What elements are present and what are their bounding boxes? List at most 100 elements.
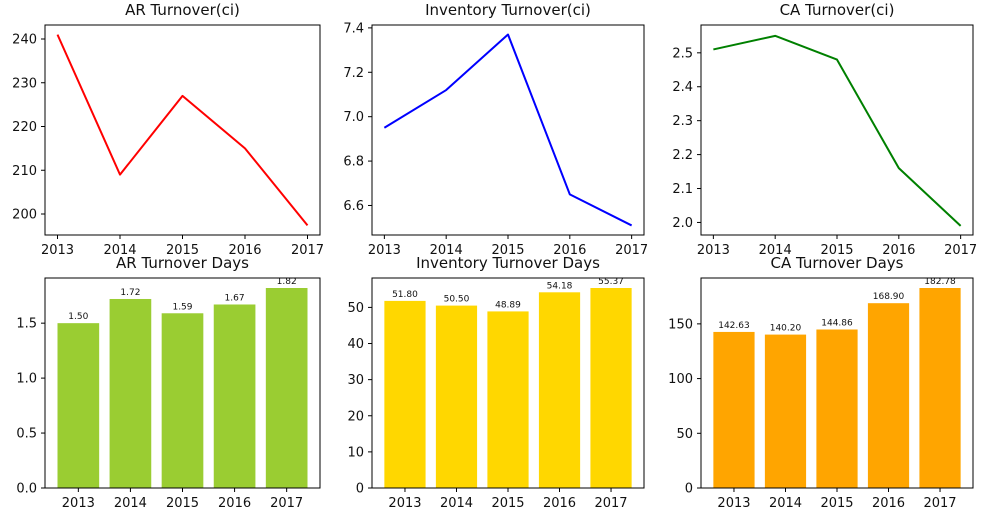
bar <box>538 292 581 488</box>
bar-value-label: 1.82 <box>277 277 297 287</box>
x-tick-label: 2013 <box>697 243 730 258</box>
bar-value-label: 1.59 <box>172 302 192 312</box>
chart-title: AR Turnover Days <box>116 254 249 272</box>
bar-value-label: 54.18 <box>547 281 573 291</box>
x-tick-label: 2013 <box>41 243 74 258</box>
chart-inventory-turnover-ci: Inventory Turnover(ci) 6.6 6.8 7.0 7.2 7.4 201… <box>343 1 648 258</box>
x-tick-label: 2017 <box>923 496 956 511</box>
chart-title: Inventory Turnover Days <box>416 254 600 272</box>
y-tick-label: 200 <box>12 208 37 223</box>
x-tick-label: 2014 <box>103 243 136 258</box>
y-tick-label: 6.6 <box>343 199 364 214</box>
y-tick-label: 7.0 <box>343 110 364 125</box>
x-tick-label: 2017 <box>615 243 648 258</box>
plot-border <box>371 24 645 236</box>
x-tick-label: 2015 <box>166 496 199 511</box>
bar <box>109 298 152 488</box>
bar <box>435 305 478 488</box>
y-tick-label: 220 <box>12 120 37 135</box>
bar <box>764 334 807 488</box>
y-tick-label: 30 <box>347 373 364 388</box>
bar-value-label: 182.78 <box>924 277 956 287</box>
bar <box>713 331 755 488</box>
chart-ar-turnover-ci: AR Turnover(ci) 200 210 220 230 240 2013 2014 20… <box>12 1 324 258</box>
y-tick-label: 10 <box>347 445 364 460</box>
y-tick-label: 7.4 <box>343 21 364 36</box>
y-tick-label: 20 <box>347 409 364 424</box>
chart-title: Inventory Turnover(ci) <box>425 1 591 19</box>
bar-value-label: 48.89 <box>495 300 521 310</box>
y-tick-label: 240 <box>12 33 37 48</box>
bar-value-label: 1.67 <box>225 293 245 303</box>
bar <box>590 288 632 488</box>
x-tick-label: 2014 <box>430 243 463 258</box>
chart-title: CA Turnover Days <box>771 254 904 272</box>
x-tick-label: 2014 <box>440 496 473 511</box>
chart-inventory-turnover-days: Inventory Turnover Days 51.80 50.50 48.89 54… <box>347 254 645 511</box>
bar-value-label: 140.20 <box>770 324 802 334</box>
y-tick-label: 0 <box>685 482 693 497</box>
y-tick-label: 40 <box>347 337 364 352</box>
plot-border <box>44 24 321 236</box>
y-tick-label: 7.2 <box>343 66 364 81</box>
x-tick-label: 2013 <box>717 496 750 511</box>
bar <box>213 304 256 488</box>
x-tick-label: 2015 <box>820 243 853 258</box>
x-tick-label: 2017 <box>270 496 303 511</box>
bar-value-label: 51.80 <box>392 290 418 300</box>
x-tick-label: 2016 <box>553 243 586 258</box>
bar <box>487 311 529 488</box>
y-tick-label: 2.5 <box>672 46 693 61</box>
y-tick-label: 0.0 <box>16 482 37 497</box>
bar-value-label: 1.50 <box>68 312 88 322</box>
x-tick-label: 2014 <box>769 496 802 511</box>
chart-title: AR Turnover(ci) <box>125 1 240 19</box>
x-tick-label: 2013 <box>62 496 95 511</box>
line-series <box>383 33 633 227</box>
y-tick-label: 50 <box>347 301 364 316</box>
bar-value-label: 1.72 <box>120 288 140 298</box>
line-series <box>56 34 309 227</box>
y-tick-label: 100 <box>668 372 693 387</box>
y-tick-label: 1.5 <box>16 317 37 332</box>
x-tick-label: 2016 <box>872 496 905 511</box>
chart-ar-turnover-days: AR Turnover Days 1.50 1.72 1.59 1.67 1.82 0.0 0… <box>16 254 321 511</box>
x-tick-label: 2017 <box>291 243 324 258</box>
x-tick-label: 2017 <box>594 496 627 511</box>
y-tick-label: 0 <box>356 482 364 497</box>
bar <box>265 288 308 488</box>
chart-title: CA Turnover(ci) <box>780 1 895 19</box>
bar <box>161 313 204 488</box>
y-tick-label: 6.8 <box>343 155 364 170</box>
y-tick-label: 2.3 <box>672 114 693 129</box>
x-tick-label: 2015 <box>166 243 199 258</box>
bar <box>57 323 100 488</box>
bar <box>919 288 961 488</box>
bar <box>384 300 426 488</box>
y-tick-label: 1.0 <box>16 372 37 387</box>
bar-value-label: 50.50 <box>444 295 470 305</box>
x-tick-label: 2015 <box>491 243 524 258</box>
x-tick-label: 2016 <box>228 243 261 258</box>
y-tick-label: 50 <box>676 427 693 442</box>
x-tick-label: 2013 <box>388 496 421 511</box>
y-tick-label: 2.1 <box>672 182 693 197</box>
x-tick-label: 2014 <box>759 243 792 258</box>
x-tick-label: 2017 <box>944 243 977 258</box>
x-tick-label: 2016 <box>218 496 251 511</box>
y-tick-label: 230 <box>12 76 37 91</box>
bar <box>867 303 910 488</box>
y-tick-label: 150 <box>668 317 693 332</box>
plot-border <box>700 24 974 236</box>
chart-ca-turnover-days: CA Turnover Days 142.63 140.20 144.86 168.90… <box>668 254 974 511</box>
y-tick-label: 2.4 <box>672 80 693 95</box>
bar-value-label: 55.37 <box>598 277 624 287</box>
y-tick-label: 2.2 <box>672 148 693 163</box>
bar <box>816 329 858 488</box>
bar-value-label: 168.90 <box>873 292 905 302</box>
x-tick-label: 2015 <box>491 496 524 511</box>
chart-ca-turnover-ci: CA Turnover(ci) 2.0 2.1 2.2 2.3 2.4 2.5 2013 201… <box>672 1 977 258</box>
y-tick-label: 210 <box>12 164 37 179</box>
